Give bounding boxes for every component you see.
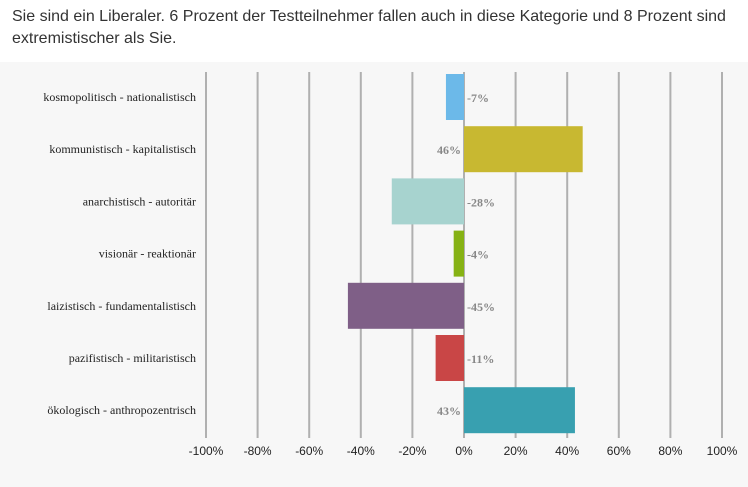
value-label-3: -4% xyxy=(467,248,489,262)
bar-1 xyxy=(464,126,583,173)
x-tick-label-4: -20% xyxy=(398,444,426,458)
value-label-0: -7% xyxy=(467,91,489,105)
x-tick-label-10: 100% xyxy=(707,444,738,458)
bar-0 xyxy=(445,74,464,120)
x-tick-label-2: -60% xyxy=(295,444,323,458)
value-label-6: 43% xyxy=(437,404,461,418)
political-compass-chart: kosmopolitisch - nationalistisch -7% kommu… xyxy=(0,62,748,487)
bar-4 xyxy=(347,282,464,329)
value-label-5: -11% xyxy=(467,352,494,366)
result-summary-text: Sie sind ein Liberaler. 6 Prozent der Te… xyxy=(12,8,726,47)
category-label-5: pazifistisch - militaristisch xyxy=(69,351,196,365)
category-label-6: ökologisch - anthropozentrisch xyxy=(47,403,196,417)
x-tick-label-6: 20% xyxy=(504,444,528,458)
x-tick-label-8: 60% xyxy=(607,444,631,458)
bar-2 xyxy=(391,178,464,225)
bar-6 xyxy=(464,387,575,434)
x-tick-label-1: -80% xyxy=(244,444,272,458)
x-tick-label-3: -40% xyxy=(347,444,375,458)
bar-3 xyxy=(453,230,464,277)
x-tick-label-5: 0% xyxy=(455,444,473,458)
bar-5 xyxy=(435,335,464,381)
result-header: Sie sind ein Liberaler. 6 Prozent der Te… xyxy=(0,0,748,62)
value-label-4: -45% xyxy=(467,300,495,314)
value-label-2: -28% xyxy=(467,195,495,209)
category-label-4: laizistisch - fundamentalistisch xyxy=(47,299,196,313)
x-tick-label-7: 40% xyxy=(555,444,579,458)
category-label-2: anarchistisch - autoritär xyxy=(83,194,196,208)
x-tick-label-9: 80% xyxy=(658,444,682,458)
value-label-1: 46% xyxy=(437,143,461,157)
x-tick-label-0: -100% xyxy=(189,444,224,458)
category-label-1: kommunistisch - kapitalistisch xyxy=(49,142,196,156)
category-label-0: kosmopolitisch - nationalistisch xyxy=(43,90,196,104)
category-label-3: visionär - reaktionär xyxy=(99,247,196,261)
bar-chart-svg: kosmopolitisch - nationalistisch -7% kommu… xyxy=(43,72,738,458)
